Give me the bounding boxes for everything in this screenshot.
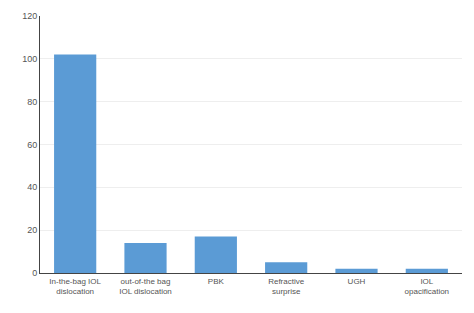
svg-text:Refractivesurprise: Refractivesurprise (268, 277, 305, 296)
svg-text:In-the-bag IOLdislocation: In-the-bag IOLdislocation (49, 277, 101, 296)
svg-text:20: 20 (27, 225, 37, 235)
svg-text:out-of-the bagIOL dislocation: out-of-the bagIOL dislocation (119, 277, 172, 296)
svg-text:100: 100 (22, 54, 37, 64)
svg-text:80: 80 (27, 97, 37, 107)
svg-text:120: 120 (22, 11, 37, 21)
svg-text:PBK: PBK (208, 277, 225, 286)
svg-text:0: 0 (32, 268, 37, 278)
svg-text:UGH: UGH (348, 277, 366, 286)
svg-text:IOLopacification: IOLopacification (405, 277, 449, 296)
svg-text:60: 60 (27, 140, 37, 150)
svg-text:40: 40 (27, 182, 37, 192)
